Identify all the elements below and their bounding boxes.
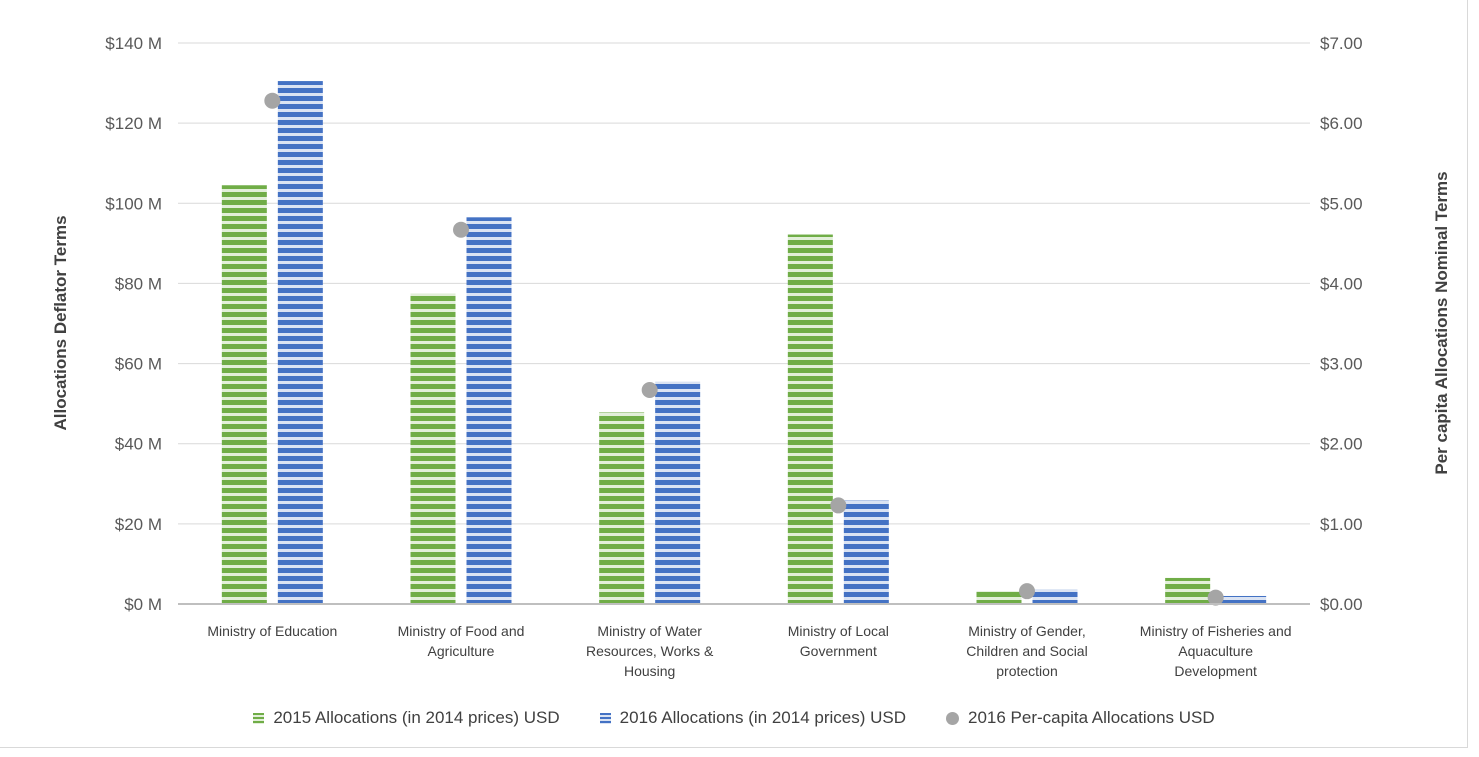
y-axis-title: Allocations Deflator Terms bbox=[51, 215, 70, 430]
y2-tick-label: $3.00 bbox=[1320, 355, 1363, 374]
point-percapita bbox=[453, 221, 469, 238]
legend-label-2016: 2016 Allocations (in 2014 prices) USD bbox=[619, 708, 906, 727]
category-label: Ministry of Water Resources, Works & Housi… bbox=[586, 623, 714, 679]
points-layer bbox=[264, 92, 1224, 606]
bar-2016 bbox=[1032, 589, 1078, 604]
y-tick-label: $40 M bbox=[115, 435, 162, 454]
bar-2016 bbox=[466, 217, 512, 604]
y2-tick-label: $4.00 bbox=[1320, 274, 1363, 293]
bars-layer bbox=[221, 81, 1267, 604]
y2-tick-label: $6.00 bbox=[1320, 114, 1363, 133]
legend-swatch-blue bbox=[599, 712, 611, 724]
category-label: Ministry of Education bbox=[207, 623, 337, 639]
legend-item-percapita: 2016 Per-capita Allocations USD bbox=[946, 708, 1215, 728]
y-tick-label: $100 M bbox=[105, 194, 162, 213]
legend-swatch-green bbox=[253, 712, 265, 724]
point-percapita bbox=[830, 497, 847, 514]
bar-2015 bbox=[976, 591, 1022, 604]
y2-tick-label: $5.00 bbox=[1320, 194, 1363, 213]
y2-tick-label: $0.00 bbox=[1320, 595, 1363, 614]
bar-2016 bbox=[277, 81, 323, 604]
point-percapita bbox=[264, 92, 281, 109]
y-axis-ticks: $0 M $20 M $40 M $60 M $80 M $100 M $120 M $140… bbox=[105, 34, 162, 614]
category-label: Ministry of Local Government bbox=[788, 623, 889, 659]
legend: 2015 Allocations (in 2014 prices) USD 20… bbox=[0, 708, 1468, 728]
category-label: Ministry of Gender, Children and Social pr… bbox=[966, 623, 1087, 679]
y-tick-label: $0 M bbox=[124, 595, 162, 614]
y-tick-label: $20 M bbox=[115, 515, 162, 534]
legend-swatch-gray bbox=[946, 711, 959, 725]
bar-2016 bbox=[655, 381, 701, 604]
y2-axis-ticks: $0.00 $1.00 $2.00 $3.00 $4.00 $5.00 $6.00 $7.00 bbox=[1320, 34, 1363, 614]
bar-2015 bbox=[599, 412, 645, 604]
bar-2016 bbox=[1221, 595, 1267, 604]
y2-tick-label: $1.00 bbox=[1320, 515, 1363, 534]
category-labels: Ministry of Education Ministry of Food an… bbox=[207, 623, 1291, 679]
y-tick-label: $60 M bbox=[115, 355, 162, 374]
gridlines bbox=[178, 42, 1310, 525]
y2-axis-title: Per capita Allocations Nominal Terms bbox=[1432, 171, 1451, 474]
legend-label-2015: 2015 Allocations (in 2014 prices) USD bbox=[273, 708, 560, 727]
bar-2015 bbox=[221, 185, 267, 604]
bar-2016 bbox=[843, 500, 889, 604]
bar-2015 bbox=[410, 293, 456, 604]
point-percapita bbox=[1019, 583, 1035, 600]
y-tick-label: $140 M bbox=[105, 34, 162, 53]
bar-2015 bbox=[1165, 577, 1211, 604]
point-percapita bbox=[1207, 589, 1224, 606]
y2-tick-label: $2.00 bbox=[1320, 435, 1363, 454]
category-label: Ministry of Fisheries and Aquaculture Deve… bbox=[1140, 623, 1292, 679]
category-label: Ministry of Food and Agriculture bbox=[398, 623, 525, 659]
legend-item-2016: 2016 Allocations (in 2014 prices) USD bbox=[599, 708, 906, 728]
point-percapita bbox=[641, 382, 658, 399]
y-tick-label: $120 M bbox=[105, 114, 162, 133]
y-tick-label: $80 M bbox=[115, 274, 162, 293]
y2-tick-label: $7.00 bbox=[1320, 34, 1363, 53]
legend-label-percapita: 2016 Per-capita Allocations USD bbox=[968, 708, 1215, 727]
bar-2015 bbox=[787, 234, 833, 604]
legend-item-2015: 2015 Allocations (in 2014 prices) USD bbox=[253, 708, 560, 728]
